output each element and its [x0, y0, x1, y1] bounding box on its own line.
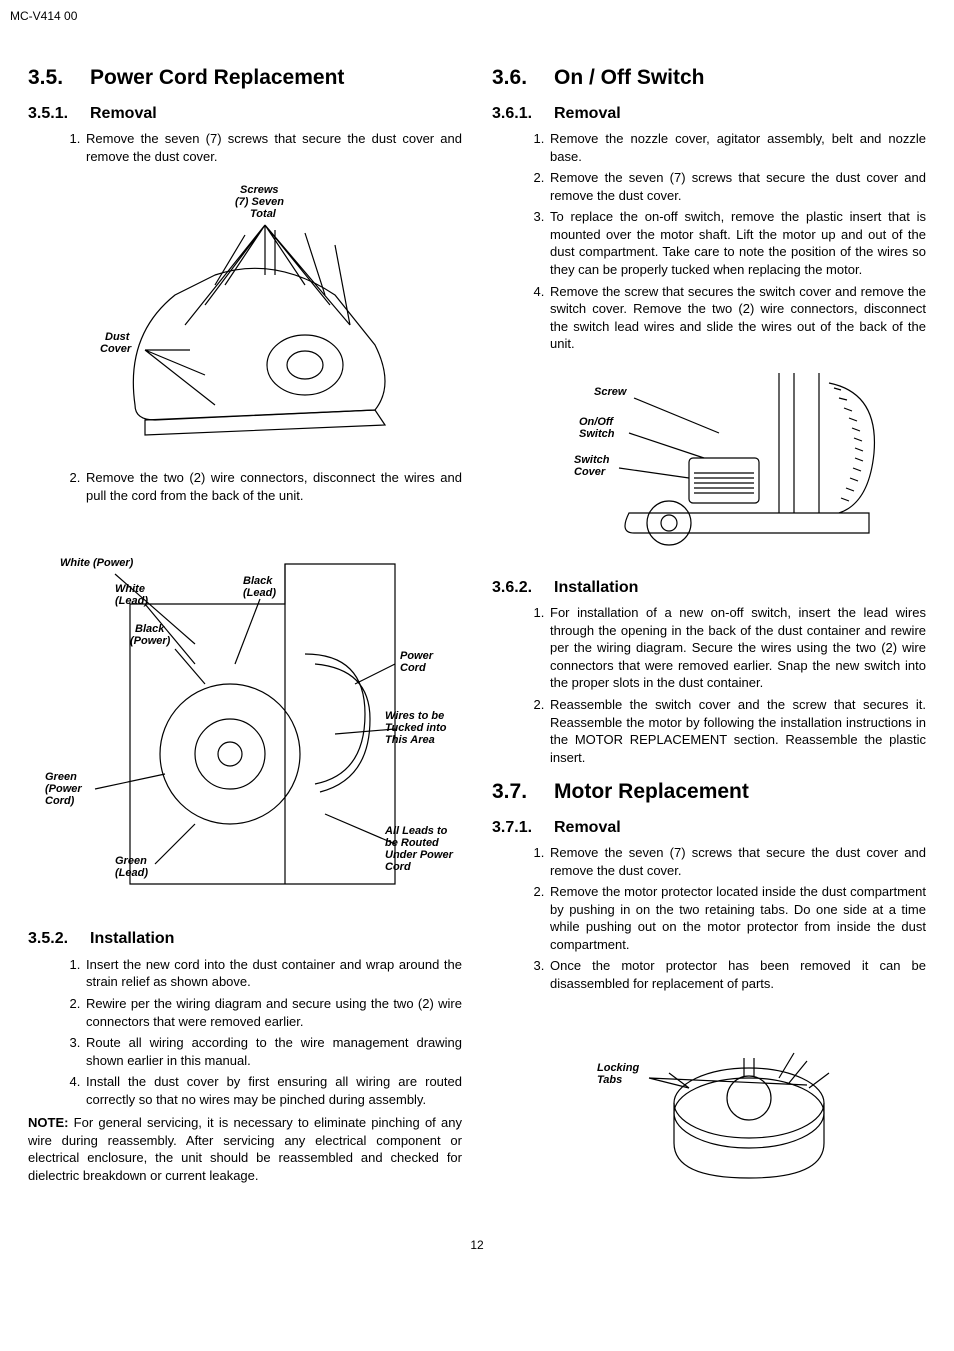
step: Insert the new cord into the dust contai… — [84, 956, 462, 991]
section-3-6-2: 3.6.2.Installation — [492, 577, 926, 599]
fig-label: (Power) — [130, 635, 171, 647]
step: Once the motor protector has been remove… — [548, 957, 926, 992]
figure-switch: Screw On/Off Switch Switch Cover — [492, 363, 926, 563]
step: Reassemble the switch cover and the scre… — [548, 696, 926, 766]
subsection-number: 3.6.2. — [492, 577, 554, 599]
section-3-5-1: 3.5.1.Removal — [28, 103, 462, 125]
fig-label: All Leads to — [384, 825, 448, 837]
section-3-6-1: 3.6.1.Removal — [492, 103, 926, 125]
fig-label: Black — [135, 623, 165, 635]
fig-label: (Lead) — [115, 595, 148, 607]
step: Rewire per the wiring diagram and secure… — [84, 995, 462, 1030]
fig-label: Power — [400, 650, 434, 662]
fig-label-dust1: Dust — [105, 331, 131, 343]
fig-label: Cover — [574, 466, 606, 478]
step: Remove the seven (7) screws that secure … — [84, 130, 462, 165]
steps-3-6-1: Remove the nozzle cover, agitator assemb… — [492, 130, 926, 353]
fig-label: Tucked into — [385, 722, 447, 734]
section-3-7-1: 3.7.1.Removal — [492, 817, 926, 839]
fig-label-dust2: Cover — [100, 343, 132, 355]
subsection-title: Removal — [554, 105, 621, 122]
fig-label: Screw — [594, 386, 628, 398]
section-3-6: 3.6.On / Off Switch — [492, 64, 926, 92]
fig-label: Cord) — [45, 795, 75, 807]
step: Remove the nozzle cover, agitator assemb… — [548, 130, 926, 165]
section-number: 3.6. — [492, 64, 554, 92]
steps-3-7-1: Remove the seven (7) screws that secure … — [492, 844, 926, 992]
subsection-title: Removal — [90, 105, 157, 122]
step: Install the dust cover by first ensuring… — [84, 1073, 462, 1108]
step: To replace the on-off switch, remove the… — [548, 208, 926, 278]
note: NOTE: For general servicing, it is neces… — [28, 1114, 462, 1184]
section-3-5-2: 3.5.2.Installation — [28, 928, 462, 950]
fig-label: Switch — [574, 454, 610, 466]
subsection-number: 3.6.1. — [492, 103, 554, 125]
steps-3-6-2: For installation of a new on-off switch,… — [492, 604, 926, 766]
section-title: Power Cord Replacement — [90, 66, 344, 89]
fig-label: Under Power — [385, 849, 454, 861]
fig-label: Wires to be — [385, 710, 444, 722]
subsection-number: 3.5.1. — [28, 103, 90, 125]
fig-label: be Routed — [385, 837, 439, 849]
fig-label: White — [115, 583, 145, 595]
fig-label: (Lead) — [243, 587, 276, 599]
page-number: 12 — [28, 1237, 926, 1253]
fig-label: (Lead) — [115, 867, 148, 879]
fig-label-screws: Screws — [240, 184, 279, 196]
section-number: 3.7. — [492, 778, 554, 806]
section-number: 3.5. — [28, 64, 90, 92]
section-title: On / Off Switch — [554, 66, 705, 89]
subsection-title: Installation — [554, 579, 638, 596]
step: Route all wiring according to the wire m… — [84, 1034, 462, 1069]
section-title: Motor Replacement — [554, 780, 749, 803]
fig-label-screws2: (7) Seven — [235, 196, 284, 208]
steps-3-5-2: Insert the new cord into the dust contai… — [28, 956, 462, 1108]
step: For installation of a new on-off switch,… — [548, 604, 926, 692]
note-label: NOTE: — [28, 1115, 68, 1130]
fig-label: Locking — [597, 1062, 639, 1074]
fig-label: Cord — [400, 662, 426, 674]
step: Remove the motor protector located insid… — [548, 883, 926, 953]
fig-label: Green — [115, 855, 147, 867]
document-header: MC-V414 00 — [10, 8, 926, 24]
fig-label: Black — [243, 575, 273, 587]
subsection-number: 3.5.2. — [28, 928, 90, 950]
fig-label: (Power — [45, 783, 82, 795]
right-column: 3.6.On / Off Switch 3.6.1.Removal Remove… — [492, 64, 926, 1206]
steps-3-5-1b: Remove the two (2) wire connectors, disc… — [28, 469, 462, 504]
step: Remove the screw that secures the switch… — [548, 283, 926, 353]
figure-wiring: White (Power) White (Lead) Black (Lead) … — [28, 514, 462, 914]
left-column: 3.5.Power Cord Replacement 3.5.1.Removal… — [28, 64, 462, 1206]
fig-label: Switch — [579, 428, 615, 440]
subsection-title: Removal — [554, 819, 621, 836]
fig-label: Green — [45, 771, 77, 783]
steps-3-5-1: Remove the seven (7) screws that secure … — [28, 130, 462, 165]
step: Remove the seven (7) screws that secure … — [548, 844, 926, 879]
subsection-number: 3.7.1. — [492, 817, 554, 839]
fig-label: This Area — [385, 734, 435, 746]
figure-dust-cover: Screws (7) Seven Total Dust Cover — [28, 175, 462, 455]
note-text: For general servicing, it is necessary t… — [28, 1115, 462, 1183]
section-3-5: 3.5.Power Cord Replacement — [28, 64, 462, 92]
section-3-7: 3.7.Motor Replacement — [492, 778, 926, 806]
fig-label: Tabs — [597, 1074, 622, 1086]
fig-label: On/Off — [579, 416, 614, 428]
step: Remove the seven (7) screws that secure … — [548, 169, 926, 204]
fig-label: White (Power) — [60, 557, 134, 569]
subsection-title: Installation — [90, 930, 174, 947]
two-column-layout: 3.5.Power Cord Replacement 3.5.1.Removal… — [28, 64, 926, 1206]
fig-label-screws3: Total — [250, 208, 277, 220]
figure-motor-protector: Locking Tabs — [492, 1003, 926, 1193]
step: Remove the two (2) wire connectors, disc… — [84, 469, 462, 504]
fig-label: Cord — [385, 861, 411, 873]
